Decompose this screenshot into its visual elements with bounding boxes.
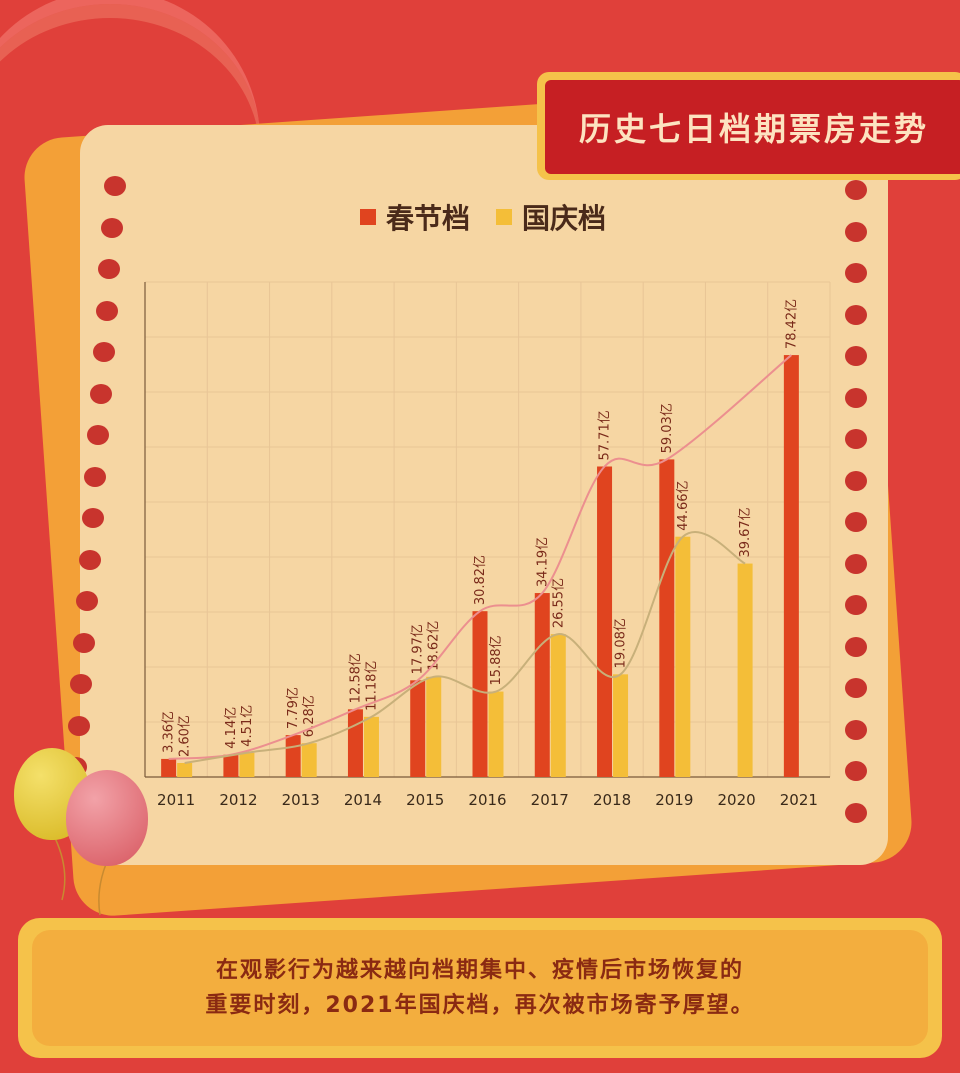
data-label-spring: 12.58亿 [348,653,363,703]
bar-spring [223,754,239,777]
paper-hole [845,678,867,698]
paper-hole [104,176,126,196]
paper-hole [95,300,118,321]
paper-hole [67,715,90,736]
data-label-spring: 4.14亿 [224,707,239,749]
x-tick-label: 2012 [219,791,257,809]
data-label-national: 15.88亿 [489,635,504,685]
bar-spring [472,611,488,777]
paper-hole [845,553,867,574]
bar-spring [659,459,675,777]
title-banner: 历史七日档期票房走势 [545,80,960,174]
x-tick-label: 2015 [406,791,444,809]
x-tick-label: 2016 [468,791,506,809]
paper-hole [845,595,867,615]
bar-spring [410,680,426,777]
x-tick-label: 2017 [531,791,569,809]
x-tick-label: 2020 [717,791,755,809]
legend-swatch-spring [360,209,376,225]
x-tick-label: 2011 [157,791,195,809]
paper-hole [98,259,121,279]
legend-label-national: 国庆档 [522,202,607,235]
data-label-national: 26.55亿 [551,578,566,628]
bar-national [426,676,442,777]
rainbow-decoration [0,0,260,164]
x-tick-label: 2014 [344,791,382,809]
trend-line-spring [168,354,793,760]
paper-hole [73,632,96,653]
paper-hole [70,674,93,694]
legend-label-spring: 春节档 [386,202,471,235]
paper-hole [90,383,112,404]
balloon-string [98,863,107,916]
paper-hole [81,508,104,528]
paper-hole [845,512,867,532]
page-title: 历史七日档期票房走势 [579,110,930,148]
data-label-national: 19.08亿 [614,618,629,668]
bar-spring [597,466,613,777]
bar-spring [285,735,301,777]
paper-hole [78,549,101,570]
data-label-spring: 30.82亿 [473,555,488,605]
paper-hole [845,429,867,449]
legend-item-spring: 春节档 [360,197,470,237]
caption: 在观影行为越来越向档期集中、疫情后市场恢复的 重要时刻，2021年国庆档，再次被… [32,930,928,1046]
caption-line-2: 重要时刻，2021年国庆档，再次被市场寄予厚望。 [205,993,755,1018]
data-label-national: 4.51亿 [240,705,255,747]
trend-line-national [184,530,746,764]
bar-spring [161,758,177,777]
bar-national [613,674,629,777]
paper-hole [845,180,867,200]
legend-swatch-national [496,209,513,225]
bar-national [675,536,691,777]
data-label-spring: 7.79亿 [286,687,301,729]
paper-hole [87,425,110,445]
paper-hole [76,591,98,611]
bar-national [177,763,193,777]
balloon-string [54,837,66,901]
data-label-national: 2.60亿 [178,715,193,757]
paper-hole [845,387,867,408]
pink-balloon-icon [66,770,148,866]
paper-hole [845,470,867,491]
bar-national [488,691,504,777]
x-tick-label: 2018 [593,791,631,809]
data-label-national: 39.67亿 [738,507,753,557]
paper-hole [845,719,867,740]
data-label-national: 11.18亿 [364,661,379,711]
paper-hole [101,217,124,238]
x-tick-label: 2019 [655,791,693,809]
data-label-spring: 59.03亿 [660,403,675,453]
paper-hole [92,342,115,362]
data-label-spring: 3.36亿 [162,711,177,753]
x-tick-label: 2021 [780,791,818,809]
bar-spring [783,355,799,777]
bar-spring [534,593,550,777]
data-label-national: 44.66亿 [676,480,691,530]
bar-spring [347,709,363,777]
legend-item-national: 国庆档 [496,197,606,237]
paper-hole [845,221,867,242]
bar-national [239,752,255,777]
paper-hole [845,802,867,823]
paper-hole [845,346,867,366]
data-label-spring: 34.19亿 [535,537,550,587]
caption-line-1: 在观影行为越来越向档期集中、疫情后市场恢复的 [215,957,744,983]
paper-hole [845,263,867,283]
data-label-spring: 57.71亿 [598,410,613,460]
x-tick-label: 2013 [282,791,320,809]
paper-hole [84,466,107,487]
paper-hole [845,304,867,325]
bar-national [363,716,379,777]
chart-legend: 春节档 国庆档 [360,197,606,237]
bar-national [550,634,566,777]
paper-hole [845,761,867,781]
paper-hole [845,636,867,657]
bar-national [737,563,753,777]
data-label-spring: 17.97亿 [411,624,426,674]
bar-national [301,743,317,777]
data-label-spring: 78.42亿 [784,299,799,349]
